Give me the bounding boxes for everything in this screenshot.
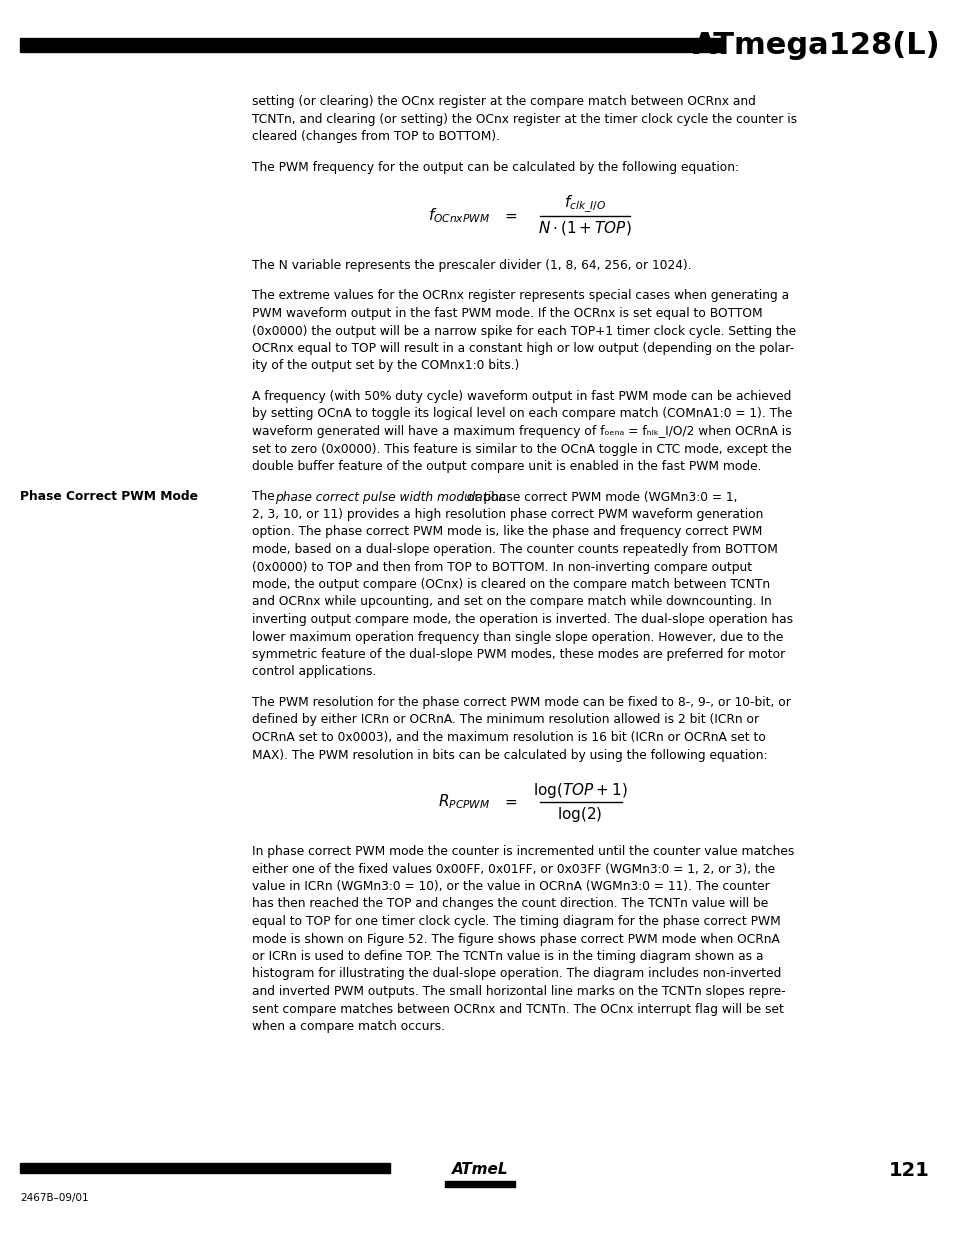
Text: (0x0000) to TOP and then from TOP to BOTTOM. In non-inverting compare output: (0x0000) to TOP and then from TOP to BOT… <box>252 561 751 573</box>
Text: $=$: $=$ <box>501 209 517 224</box>
Text: and inverted PWM outputs. The small horizontal line marks on the TCNTn slopes re: and inverted PWM outputs. The small hori… <box>252 986 785 998</box>
Text: $f_{OCnxPWM}$: $f_{OCnxPWM}$ <box>427 206 490 225</box>
Text: 2467B–09/01: 2467B–09/01 <box>20 1193 89 1203</box>
Text: Phase Correct PWM Mode: Phase Correct PWM Mode <box>20 490 198 504</box>
Text: option. The phase correct PWM mode is, like the phase and frequency correct PWM: option. The phase correct PWM mode is, l… <box>252 526 761 538</box>
Text: setting (or clearing) the OCnx register at the compare match between OCRnx and: setting (or clearing) the OCnx register … <box>252 95 755 107</box>
Bar <box>20 1163 390 1173</box>
Text: $N \cdot (1 + TOP)$: $N \cdot (1 + TOP)$ <box>537 219 631 237</box>
Text: The N variable represents the prescaler divider (1, 8, 64, 256, or 1024).: The N variable represents the prescaler … <box>252 259 691 272</box>
Text: The: The <box>252 490 278 504</box>
Text: when a compare match occurs.: when a compare match occurs. <box>252 1020 444 1032</box>
Text: MAX). The PWM resolution in bits can be calculated by using the following equati: MAX). The PWM resolution in bits can be … <box>252 748 767 762</box>
Text: A frequency (with 50% duty cycle) waveform output in fast PWM mode can be achiev: A frequency (with 50% duty cycle) wavefo… <box>252 390 791 403</box>
Text: and OCRnx while upcounting, and set on the compare match while downcounting. In: and OCRnx while upcounting, and set on t… <box>252 595 771 609</box>
Text: has then reached the TOP and changes the count direction. The TCNTn value will b: has then reached the TOP and changes the… <box>252 898 767 910</box>
Text: phase correct pulse width modulation: phase correct pulse width modulation <box>274 490 506 504</box>
Text: TCNTn, and clearing (or setting) the OCnx register at the timer clock cycle the : TCNTn, and clearing (or setting) the OCn… <box>252 112 797 126</box>
Text: The PWM frequency for the output can be calculated by the following equation:: The PWM frequency for the output can be … <box>252 161 739 173</box>
Text: $\log(TOP + 1)$: $\log(TOP + 1)$ <box>532 781 627 799</box>
Text: (0x0000) the output will be a narrow spike for each TOP+1 timer clock cycle. Set: (0x0000) the output will be a narrow spi… <box>252 325 796 337</box>
Text: histogram for illustrating the dual-slope operation. The diagram includes non-in: histogram for illustrating the dual-slop… <box>252 967 781 981</box>
Text: mode, the output compare (OCnx) is cleared on the compare match between TCNTn: mode, the output compare (OCnx) is clear… <box>252 578 769 592</box>
Text: PWM waveform output in the fast PWM mode. If the OCRnx is set equal to BOTTOM: PWM waveform output in the fast PWM mode… <box>252 308 761 320</box>
Text: cleared (changes from TOP to BOTTOM).: cleared (changes from TOP to BOTTOM). <box>252 130 499 143</box>
Text: 121: 121 <box>888 1161 929 1181</box>
Text: double buffer feature of the output compare unit is enabled in the fast PWM mode: double buffer feature of the output comp… <box>252 459 760 473</box>
Text: waveform generated will have a maximum frequency of fₒₑₙₐ = fₕₗₖ_I/O/2 when OCRn: waveform generated will have a maximum f… <box>252 425 791 438</box>
Text: inverting output compare mode, the operation is inverted. The dual-slope operati: inverting output compare mode, the opera… <box>252 613 792 626</box>
Text: $=$: $=$ <box>501 795 517 809</box>
Text: In phase correct PWM mode the counter is incremented until the counter value mat: In phase correct PWM mode the counter is… <box>252 845 794 858</box>
Text: lower maximum operation frequency than single slope operation. However, due to t: lower maximum operation frequency than s… <box>252 631 782 643</box>
Text: control applications.: control applications. <box>252 666 376 678</box>
Text: $f_{\mathit{clk\_I/O}}$: $f_{\mathit{clk\_I/O}}$ <box>563 194 605 215</box>
Text: $\log(2)$: $\log(2)$ <box>557 804 602 824</box>
Text: OCRnA set to 0x0003), and the maximum resolution is 16 bit (ICRn or OCRnA set to: OCRnA set to 0x0003), and the maximum re… <box>252 731 765 743</box>
Text: set to zero (0x0000). This feature is similar to the OCnA toggle in CTC mode, ex: set to zero (0x0000). This feature is si… <box>252 442 791 456</box>
Text: ATmega128(L): ATmega128(L) <box>692 31 939 59</box>
Text: The extreme values for the OCRnx register represents special cases when generati: The extreme values for the OCRnx registe… <box>252 289 788 303</box>
Text: 2, 3, 10, or 11) provides a high resolution phase correct PWM waveform generatio: 2, 3, 10, or 11) provides a high resolut… <box>252 508 762 521</box>
Bar <box>20 38 720 52</box>
Text: either one of the fixed values 0x00FF, 0x01FF, or 0x03FF (WGMn3:0 = 1, 2, or 3),: either one of the fixed values 0x00FF, 0… <box>252 862 774 876</box>
Bar <box>444 1181 515 1187</box>
Text: sent compare matches between OCRnx and TCNTn. The OCnx interrupt flag will be se: sent compare matches between OCRnx and T… <box>252 1003 783 1015</box>
Text: defined by either ICRn or OCRnA. The minimum resolution allowed is 2 bit (ICRn o: defined by either ICRn or OCRnA. The min… <box>252 714 759 726</box>
Text: ity of the output set by the COMnx1:0 bits.): ity of the output set by the COMnx1:0 bi… <box>252 359 518 373</box>
Text: or ICRn is used to define TOP. The TCNTn value is in the timing diagram shown as: or ICRn is used to define TOP. The TCNTn… <box>252 950 762 963</box>
Text: by setting OCnA to toggle its logical level on each compare match (COMnA1:0 = 1): by setting OCnA to toggle its logical le… <box>252 408 792 420</box>
Text: mode, based on a dual-slope operation. The counter counts repeatedly from BOTTOM: mode, based on a dual-slope operation. T… <box>252 543 777 556</box>
Text: $R_{PCPWM}$: $R_{PCPWM}$ <box>437 793 490 811</box>
Text: equal to TOP for one timer clock cycle. The timing diagram for the phase correct: equal to TOP for one timer clock cycle. … <box>252 915 780 927</box>
Text: OCRnx equal to TOP will result in a constant high or low output (depending on th: OCRnx equal to TOP will result in a cons… <box>252 342 793 354</box>
Text: The PWM resolution for the phase correct PWM mode can be fixed to 8-, 9-, or 10-: The PWM resolution for the phase correct… <box>252 697 790 709</box>
Text: or phase correct PWM mode (WGMn3:0 = 1,: or phase correct PWM mode (WGMn3:0 = 1, <box>462 490 737 504</box>
Text: mode is shown on Figure 52. The figure shows phase correct PWM mode when OCRnA: mode is shown on Figure 52. The figure s… <box>252 932 779 946</box>
Text: ATmeL: ATmeL <box>451 1162 508 1177</box>
Text: symmetric feature of the dual-slope PWM modes, these modes are preferred for mot: symmetric feature of the dual-slope PWM … <box>252 648 784 661</box>
Text: value in ICRn (WGMn3:0 = 10), or the value in OCRnA (WGMn3:0 = 11). The counter: value in ICRn (WGMn3:0 = 10), or the val… <box>252 881 769 893</box>
